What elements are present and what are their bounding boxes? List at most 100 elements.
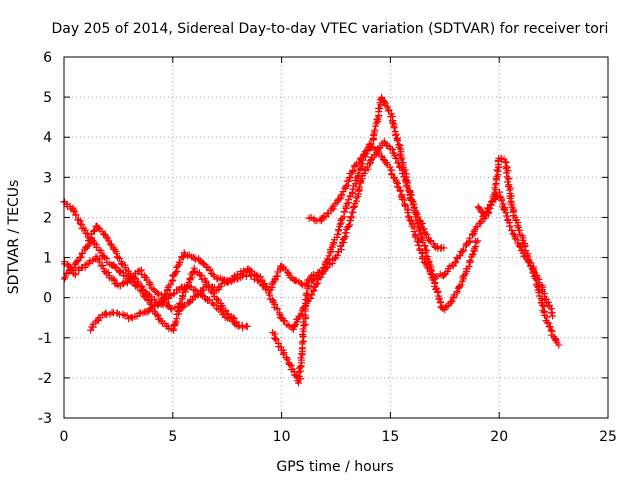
data-point bbox=[555, 341, 563, 349]
series-track-7 bbox=[305, 93, 482, 314]
data-point bbox=[334, 226, 342, 234]
data-point bbox=[220, 310, 228, 318]
data-point bbox=[345, 177, 353, 185]
data-point bbox=[401, 202, 409, 210]
data-point bbox=[540, 308, 548, 316]
data-point bbox=[485, 205, 493, 213]
data-point bbox=[70, 206, 78, 214]
data-point bbox=[312, 280, 320, 288]
data-point bbox=[546, 323, 554, 331]
data-point bbox=[95, 258, 103, 266]
data-point bbox=[105, 237, 113, 245]
y-tick-label: 2 bbox=[43, 210, 52, 226]
data-point bbox=[111, 263, 119, 271]
data-point bbox=[188, 273, 196, 281]
data-point bbox=[452, 258, 460, 266]
data-point bbox=[171, 320, 179, 328]
data-point bbox=[286, 360, 294, 368]
data-point bbox=[371, 126, 379, 134]
data-point bbox=[190, 264, 198, 272]
data-point bbox=[197, 272, 205, 280]
data-point bbox=[258, 276, 266, 284]
data-point bbox=[171, 269, 179, 277]
data-point bbox=[488, 198, 496, 206]
data-point bbox=[322, 259, 330, 267]
data-point bbox=[378, 93, 386, 101]
data-point bbox=[544, 298, 552, 306]
data-point bbox=[367, 157, 375, 165]
data-point bbox=[423, 230, 431, 238]
data-point bbox=[298, 338, 306, 346]
data-point bbox=[91, 227, 99, 235]
data-point bbox=[297, 310, 305, 318]
data-point bbox=[176, 258, 184, 266]
data-point bbox=[213, 295, 221, 303]
data-point bbox=[247, 267, 255, 275]
data-point bbox=[243, 322, 251, 330]
data-point bbox=[61, 273, 69, 281]
data-point bbox=[181, 301, 189, 309]
y-tick-label: 1 bbox=[43, 251, 52, 267]
data-point bbox=[166, 291, 174, 299]
data-point bbox=[90, 228, 98, 236]
data-point bbox=[416, 226, 424, 234]
data-point bbox=[169, 325, 177, 333]
data-point bbox=[372, 122, 380, 130]
data-point bbox=[334, 230, 342, 238]
data-point bbox=[471, 244, 479, 252]
data-point bbox=[401, 166, 409, 174]
data-point bbox=[457, 281, 465, 289]
data-point bbox=[218, 280, 226, 288]
data-point bbox=[393, 178, 401, 186]
data-point bbox=[465, 263, 473, 271]
data-point bbox=[398, 155, 406, 163]
data-point bbox=[340, 234, 348, 242]
data-point bbox=[168, 277, 176, 285]
data-point bbox=[493, 173, 501, 181]
data-point bbox=[233, 271, 241, 279]
data-point bbox=[501, 158, 509, 166]
data-point bbox=[427, 270, 435, 278]
data-point bbox=[462, 242, 470, 250]
data-point bbox=[504, 182, 512, 190]
data-point bbox=[158, 299, 166, 307]
data-point bbox=[113, 250, 121, 258]
data-point bbox=[420, 225, 428, 233]
plot-frame bbox=[63, 56, 609, 419]
data-point bbox=[496, 193, 504, 201]
data-point bbox=[348, 208, 356, 216]
data-point bbox=[197, 291, 205, 299]
data-point bbox=[396, 150, 404, 158]
series-track-4 bbox=[87, 283, 251, 334]
data-point bbox=[178, 292, 186, 300]
data-point bbox=[196, 271, 204, 279]
data-point bbox=[351, 162, 359, 170]
data-point bbox=[246, 266, 254, 274]
data-point bbox=[162, 290, 170, 298]
data-point bbox=[119, 311, 127, 319]
data-point bbox=[437, 245, 445, 253]
data-point bbox=[303, 289, 311, 297]
data-point bbox=[281, 317, 289, 325]
data-point bbox=[349, 166, 357, 174]
data-point bbox=[299, 325, 307, 333]
data-point bbox=[135, 310, 143, 318]
x-tick-label: 25 bbox=[599, 429, 617, 445]
data-point bbox=[72, 269, 80, 277]
data-point bbox=[527, 261, 535, 269]
data-point bbox=[434, 288, 442, 296]
data-point bbox=[523, 252, 531, 260]
data-point bbox=[234, 322, 242, 330]
data-point bbox=[301, 302, 309, 310]
y-tick-label: 5 bbox=[43, 90, 52, 106]
data-point bbox=[190, 292, 198, 300]
data-point bbox=[347, 213, 355, 221]
data-point bbox=[269, 299, 277, 307]
data-point bbox=[394, 137, 402, 145]
data-point bbox=[357, 165, 365, 173]
data-point bbox=[76, 220, 84, 228]
data-point bbox=[465, 238, 473, 246]
data-point bbox=[215, 283, 223, 291]
data-point bbox=[61, 275, 69, 283]
